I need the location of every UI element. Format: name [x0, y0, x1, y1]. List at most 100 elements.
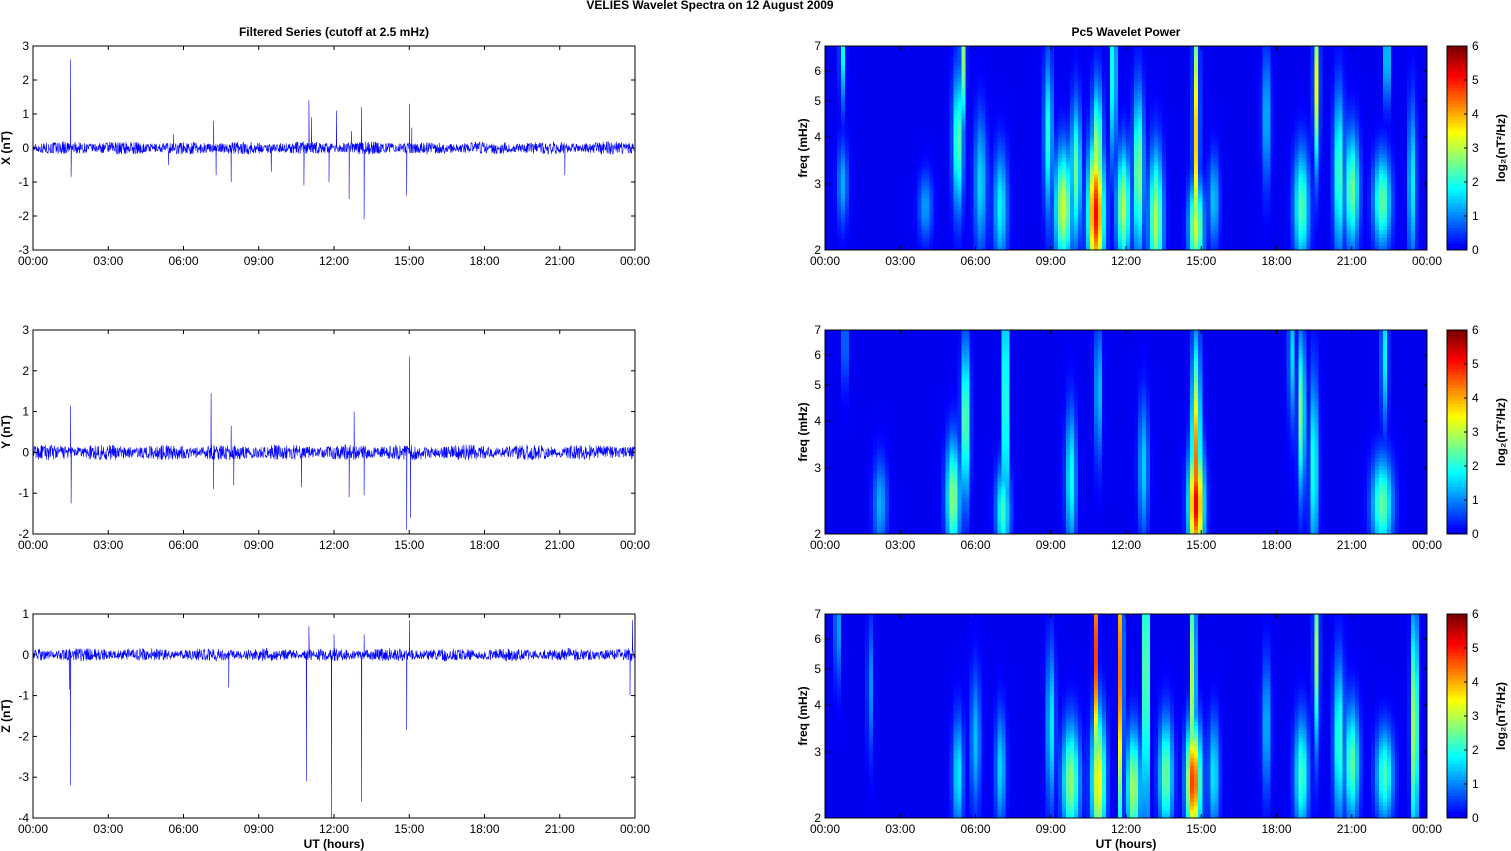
- chart-x-power-heatmap-cell: [1014, 114, 1019, 119]
- chart-x-power-heatmap-cell: [873, 62, 878, 67]
- chart-x-power-heatmap-cell: [1134, 114, 1139, 119]
- chart-x-power-heatmap-cell: [1134, 154, 1139, 159]
- chart-x-power-heatmap-cell: [905, 50, 910, 55]
- chart-x-power-heatmap-cell: [861, 158, 866, 163]
- chart-x-power-heatmap-cell: [1054, 162, 1059, 167]
- chart-x-power-heatmap-cell: [1058, 94, 1063, 99]
- chart-x-power-heatmap-cell: [1335, 94, 1340, 99]
- chart-x-power-heatmap-cell: [1254, 150, 1259, 155]
- chart-x-power-heatmap-cell: [1166, 54, 1171, 59]
- chart-x-power-heatmap-cell: [1210, 138, 1215, 143]
- chart-x-power-heatmap-cell: [945, 150, 950, 155]
- chart-x-power-heatmap-cell: [1266, 146, 1271, 151]
- chart-x-power-heatmap-cell: [841, 150, 846, 155]
- chart-x-power-heatmap-cell: [881, 154, 886, 159]
- chart-x-power-heatmap-cell: [1246, 82, 1251, 87]
- chart-x-power-heatmap-cell: [1287, 62, 1292, 67]
- chart-x-power-heatmap-cell: [945, 50, 950, 55]
- chart-x-power-heatmap-cell: [1347, 54, 1352, 59]
- chart-x-power-heatmap-cell: [1355, 94, 1360, 99]
- chart-x-power-heatmap-cell: [861, 70, 866, 75]
- chart-x-power-heatmap-cell: [1014, 54, 1019, 59]
- chart-x-power-heatmap-cell: [990, 70, 995, 75]
- chart-x-power-heatmap-cell: [845, 154, 850, 159]
- chart-x-power-heatmap-cell: [994, 106, 999, 111]
- chart-x-power-heatmap-cell: [1014, 118, 1019, 123]
- chart-x-power-heatmap-cell: [833, 138, 838, 143]
- chart-x-power-heatmap-cell: [869, 102, 874, 107]
- chart-x-power-heatmap-cell: [1291, 158, 1296, 163]
- chart-x-power-heatmap-cell: [1311, 90, 1316, 95]
- chart-x-power-heatmap-cell: [1030, 158, 1035, 163]
- chart-y-series-ytick-label: 2: [22, 364, 29, 378]
- chart-x-power-heatmap-cell: [1234, 50, 1239, 55]
- chart-x-power-heatmap-cell: [861, 50, 866, 55]
- chart-x-power-heatmap-cell: [1130, 138, 1135, 143]
- chart-x-power-heatmap-cell: [1142, 82, 1147, 87]
- chart-x-power-heatmap-cell: [1226, 82, 1231, 87]
- chart-x-power-heatmap-cell: [1210, 78, 1215, 83]
- chart-x-power-heatmap-cell: [1146, 46, 1151, 51]
- chart-x-power-heatmap-cell: [1018, 162, 1023, 167]
- chart-x-power-heatmap-cell: [1230, 130, 1235, 135]
- chart-x-power-heatmap-cell: [1222, 170, 1227, 175]
- chart-x-power-heatmap-cell: [1279, 162, 1284, 167]
- chart-x-power-heatmap-cell: [1258, 102, 1263, 107]
- chart-x-power-heatmap-cell: [1102, 154, 1107, 159]
- chart-x-power-heatmap-cell: [897, 162, 902, 167]
- chart-x-power-heatmap-cell: [1291, 126, 1296, 131]
- chart-x-power-heatmap-cell: [1419, 62, 1424, 67]
- chart-x-power-heatmap-cell: [1138, 122, 1143, 127]
- chart-x-power-heatmap-cell: [1166, 94, 1171, 99]
- chart-x-power-heatmap-cell: [1411, 66, 1416, 71]
- chart-x-power-heatmap-cell: [1254, 70, 1259, 75]
- chart-x-power-heatmap-cell: [1391, 114, 1396, 119]
- chart-x-power-heatmap-cell: [1230, 106, 1235, 111]
- chart-x-power-heatmap-cell: [937, 142, 942, 147]
- chart-x-power-heatmap-cell: [1279, 126, 1284, 131]
- chart-x-power-heatmap-cell: [1110, 78, 1115, 83]
- chart-x-power-heatmap-cell: [881, 114, 886, 119]
- chart-x-power-heatmap-cell: [1407, 130, 1412, 135]
- chart-x-power-heatmap-cell: [1170, 78, 1175, 83]
- chart-x-power-heatmap-cell: [1399, 118, 1404, 123]
- chart-x-power-heatmap-cell: [1078, 126, 1083, 131]
- chart-x-power-heatmap-cell: [1182, 142, 1187, 147]
- chart-x-power-heatmap-cell: [1014, 122, 1019, 127]
- chart-x-power-heatmap-cell: [1307, 158, 1312, 163]
- chart-x-power-heatmap-cell: [889, 94, 894, 99]
- chart-x-power-heatmap-cell: [853, 146, 858, 151]
- chart-x-power-heatmap-cell: [917, 110, 922, 115]
- chart-x-power-heatmap-cell: [1126, 86, 1131, 91]
- chart-x-power-heatmap-cell: [1058, 106, 1063, 111]
- chart-x-power-heatmap-cell: [1311, 170, 1316, 175]
- chart-x-power-heatmap-cell: [841, 106, 846, 111]
- chart-x-power-heatmap-cell: [1046, 62, 1051, 67]
- chart-x-power-heatmap-cell: [957, 138, 962, 143]
- chart-x-power-heatmap-cell: [901, 70, 906, 75]
- chart-x-power-heatmap-cell: [1066, 46, 1071, 51]
- chart-x-power-heatmap-cell: [1395, 66, 1400, 71]
- chart-x-power-heatmap-cell: [865, 146, 870, 151]
- chart-x-power-heatmap-cell: [1046, 94, 1051, 99]
- chart-x-power-heatmap-cell: [1134, 138, 1139, 143]
- chart-x-power-heatmap-cell: [1331, 62, 1336, 67]
- chart-x-power-heatmap-cell: [1006, 82, 1011, 87]
- chart-x-power-heatmap-cell: [1343, 170, 1348, 175]
- chart-x-power-heatmap-cell: [1174, 102, 1179, 107]
- chart-x-power-heatmap-cell: [889, 166, 894, 171]
- chart-x-power-heatmap-cell: [1030, 138, 1035, 143]
- chart-x-power-heatmap-cell: [1234, 122, 1239, 127]
- chart-x-power-heatmap-cell: [1050, 166, 1055, 171]
- chart-x-power-heatmap-cell: [1315, 158, 1320, 163]
- chart-x-power-heatmap-cell: [1178, 130, 1183, 135]
- chart-x-power-heatmap-cell: [1206, 62, 1211, 67]
- chart-x-power-heatmap-cell: [873, 174, 878, 179]
- chart-x-power-heatmap-cell: [1347, 106, 1352, 111]
- chart-x-power-heatmap-cell: [1162, 50, 1167, 55]
- chart-x-power-heatmap-cell: [1082, 62, 1087, 67]
- chart-x-power-heatmap-cell: [1066, 70, 1071, 75]
- chart-x-power-heatmap-cell: [1154, 90, 1159, 95]
- chart-x-power-heatmap-cell: [1258, 146, 1263, 151]
- chart-x-power-heatmap-cell: [909, 122, 914, 127]
